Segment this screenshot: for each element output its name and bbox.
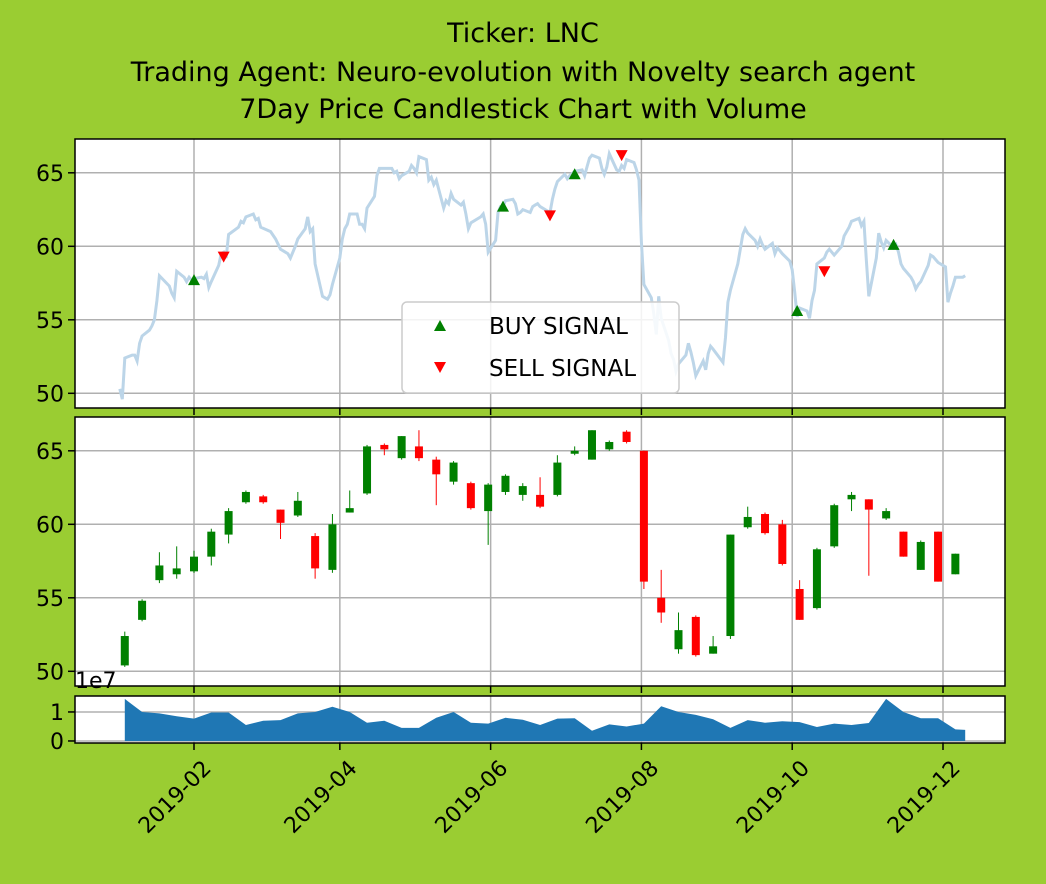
price-ytick-label-3: 65 [36,162,64,187]
candle-body-6 [224,511,233,535]
candle-body-28 [605,441,614,450]
candle-border [74,416,1006,687]
candle-body-27 [587,430,596,460]
candle-body-18 [432,459,441,475]
candle-body-20 [466,483,475,509]
candle-body-14 [363,446,372,494]
candle-body-25 [553,462,562,495]
legend-sell-label: SELL SIGNAL [489,356,636,382]
candle-body-31 [657,597,666,613]
candle-body-44 [882,511,891,519]
volume-area [124,698,966,741]
legend-buy-marker [434,320,446,331]
candle-body-11 [311,536,320,569]
x-tick-label-0: 2019-02 [134,756,217,839]
volume-scale-label: 1e7 [75,669,117,694]
price-ytick-label-0: 50 [36,382,64,407]
legend-sell-marker [434,362,446,373]
sell-signal-marker-0 [217,251,230,263]
x-axis-ticks: 2019-02 2019-04 2019-06 2019-08 2019-10 2019-… [134,756,966,839]
buy-signal-marker-4 [887,238,900,250]
candle-body-3 [172,568,181,575]
volume-ytick-label-0: 0 [50,730,64,755]
candle-body-5 [207,531,216,557]
close-price-line [118,148,966,400]
price-ytick-label-1: 55 [36,309,64,334]
candle-body-17 [414,446,423,459]
candle-body-22 [501,475,510,492]
candle-body-4 [190,556,198,572]
candle-body-1 [138,600,147,620]
sell-signal-marker-1 [543,210,556,222]
candle-body-32 [674,630,683,650]
candle-body-47 [934,531,943,582]
candle-ytick-label-3: 65 [36,440,64,465]
candle-body-40 [812,549,821,609]
x-tick-label-1: 2019-04 [280,756,363,839]
price-ytick-label-2: 60 [36,235,64,260]
candle-body-34 [709,646,718,654]
candle-body-15 [380,444,389,450]
candle-body-7 [241,491,250,503]
candle-body-16 [397,436,406,459]
buy-signal-marker-3 [791,304,804,316]
candle-body-35 [726,534,735,637]
chart-title-line-1: Ticker: LNC [447,18,599,49]
candle-body-46 [916,541,925,570]
candle-body-10 [293,500,302,516]
legend: BUY SIGNAL SELL SIGNAL [401,301,680,394]
buy-signal-marker-0 [188,274,200,286]
sell-signal-marker-2 [615,150,628,162]
volume-panel: 0 1 1e7 [50,669,1006,755]
candle-body-45 [899,531,908,557]
price-border [74,138,1006,409]
candle-body-41 [830,505,839,547]
candle-body-19 [449,462,458,482]
candle-body-12 [328,524,337,570]
legend-box [401,301,680,394]
candle-body-36 [743,516,752,528]
candle-body-8 [259,496,268,503]
buy-signal-marker-1 [496,200,509,212]
candle-body-43 [864,499,873,510]
candle-body-38 [778,524,787,564]
candle-body-42 [847,494,856,500]
candle-body-9 [276,509,285,523]
candle-body-39 [795,588,804,620]
candle-body-37 [761,514,770,534]
candle-body-26 [570,450,579,454]
chart-title-line-3: 7Day Price Candlestick Chart with Volume [239,94,807,125]
candle-body-29 [622,431,631,442]
buy-signal-marker-2 [568,168,581,180]
x-tick-label-3: 2019-08 [581,756,664,839]
candle-face [75,417,1005,686]
candle-ytick-label-1: 55 [36,587,64,612]
candle-body-0 [120,636,129,666]
candle-body-13 [345,508,354,513]
legend-buy-label: BUY SIGNAL [489,314,628,340]
sell-signal-marker-3 [818,266,831,278]
candle-ytick-label-2: 60 [36,513,64,538]
volume-ytick-label-1: 1 [50,701,64,726]
chart-title-line-2: Trading Agent: Neuro-evolution with Nove… [130,57,916,88]
x-tick-label-2: 2019-06 [431,756,514,839]
candle-body-30 [639,450,648,582]
volume-border [74,695,1006,744]
candle-body-24 [536,494,545,507]
candle-ytick-label-0: 50 [36,660,64,685]
candle-panel: 50 55 60 65 [36,416,1006,693]
candle-body-21 [484,484,493,512]
candle-body-33 [691,616,700,656]
x-tick-label-5: 2019-12 [883,756,966,839]
candle-body-48 [951,553,960,575]
candle-body-23 [518,486,527,495]
candle-body-2 [155,565,164,581]
price-panel: 50 55 60 65 BUY SIGNAL SELL SIGNAL [36,138,1006,415]
x-tick-label-4: 2019-10 [732,756,815,839]
